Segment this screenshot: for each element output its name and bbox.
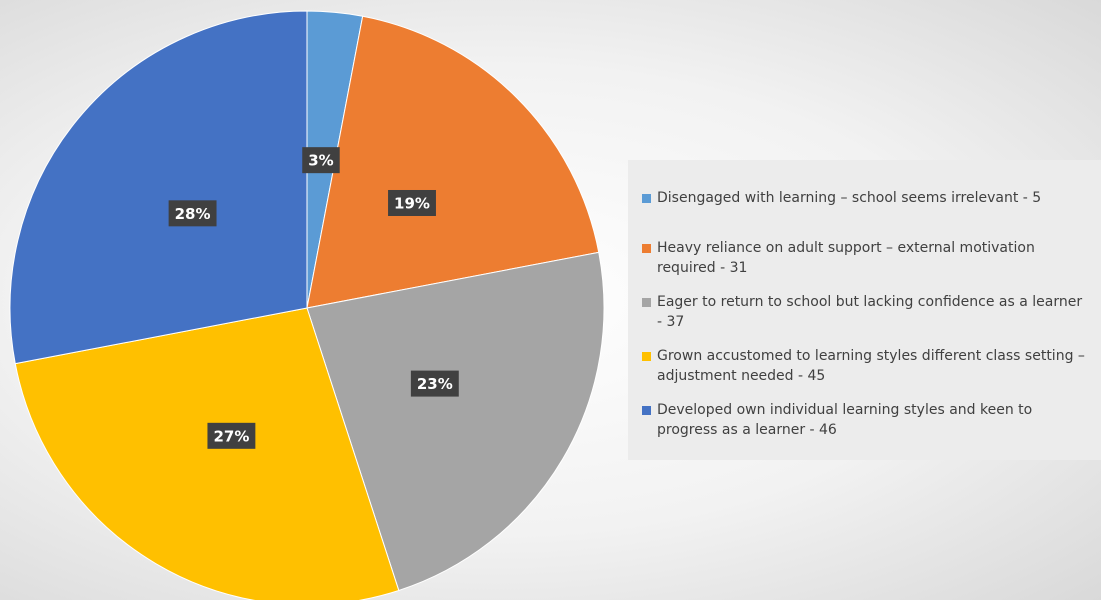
data-label-box bbox=[388, 189, 436, 216]
pie-slice bbox=[14, 307, 400, 600]
legend: Disengaged with learning – school seems … bbox=[628, 160, 1101, 460]
data-label: 23% bbox=[417, 375, 453, 393]
legend-swatch bbox=[642, 244, 651, 253]
legend-swatch bbox=[642, 352, 651, 361]
pie-slice bbox=[306, 251, 605, 592]
legend-label: Disengaged with learning – school seems … bbox=[657, 190, 1042, 206]
pie-slice bbox=[306, 15, 600, 309]
legend-item: Grown accustomed to learning styles diff… bbox=[642, 346, 1091, 386]
pie-slice bbox=[9, 10, 308, 365]
data-label-box bbox=[410, 370, 459, 397]
legend-swatch bbox=[642, 194, 651, 203]
legend-item: Developed own individual learning styles… bbox=[642, 400, 1091, 440]
legend-swatch bbox=[642, 406, 651, 415]
legend-item: Eager to return to school but lacking co… bbox=[642, 292, 1091, 332]
legend-label: Grown accustomed to learning styles diff… bbox=[657, 348, 1085, 384]
legend-item: Heavy reliance on adult support – extern… bbox=[642, 238, 1091, 278]
data-label-box bbox=[168, 200, 217, 227]
legend-item: Disengaged with learning – school seems … bbox=[642, 188, 1091, 208]
legend-swatch bbox=[642, 298, 651, 307]
data-label: 3% bbox=[308, 152, 333, 170]
data-label: 19% bbox=[394, 194, 430, 212]
data-label-box bbox=[207, 422, 256, 449]
legend-label: Heavy reliance on adult support – extern… bbox=[657, 240, 1035, 276]
data-label: 28% bbox=[175, 205, 211, 223]
data-label-box bbox=[302, 147, 340, 174]
data-label: 27% bbox=[213, 427, 249, 445]
legend-label: Developed own individual learning styles… bbox=[657, 402, 1033, 438]
legend-label: Eager to return to school but lacking co… bbox=[657, 294, 1083, 330]
